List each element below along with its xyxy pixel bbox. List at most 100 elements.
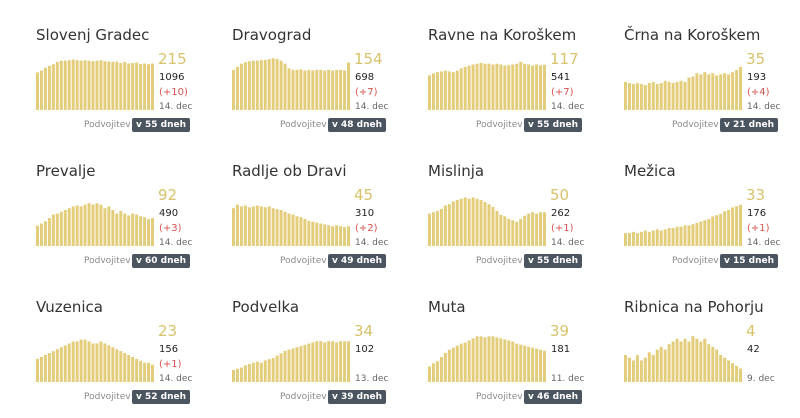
doubling-badge: v 52 dneh (132, 390, 191, 404)
sparkline-bar (39, 356, 43, 382)
last-update-date: 14. dec (159, 102, 193, 112)
sparkline-bar (323, 342, 327, 382)
sparkline-bar (643, 230, 647, 246)
municipality-card: Mežica 33 176 (+1) 14. dec Podvojitev v 15 dne… (624, 162, 799, 282)
sparkline-bar (115, 61, 119, 110)
last-update-date: 14. dec (355, 238, 389, 248)
sparkline-bar (131, 63, 135, 110)
daily-change-value: (+1) (551, 223, 574, 234)
municipality-card: Podvelka 34 102 13. dec Podvojitev v 39 dneh (232, 298, 407, 418)
active-cases-value: 117 (550, 50, 579, 68)
sparkline-bar (335, 225, 339, 246)
sparkline-bar (127, 215, 131, 246)
sparkline-bar (491, 336, 495, 382)
sparkline-bar (107, 345, 111, 382)
sparkline-bar (36, 225, 39, 246)
sparkline-bar (71, 341, 75, 382)
last-update-date: 13. dec (355, 374, 389, 384)
sparkline-bar (471, 64, 475, 110)
sparkline-bar (519, 219, 523, 246)
active-cases-value: 92 (158, 186, 178, 204)
daily-change-value: (+3) (159, 223, 182, 234)
sparkline-bar (631, 231, 635, 246)
last-update-date: 9. dec (747, 374, 775, 384)
sparkline-bar (459, 68, 463, 110)
sparkline-bar (451, 201, 455, 246)
sparkline-bar (287, 213, 291, 246)
sparkline-bar (459, 198, 463, 246)
sparkline-bar (499, 214, 503, 246)
doubling-badge: v 48 dneh (328, 118, 387, 132)
sparkline-bar (499, 338, 503, 382)
sparkline-bar (71, 206, 75, 246)
sparkline-bar (151, 218, 154, 246)
municipality-name: Vuzenica (36, 298, 103, 316)
sparkline-bar (327, 69, 331, 110)
sparkline-bar (275, 355, 279, 382)
sparkline-bar (95, 343, 99, 382)
sparkline-bar (299, 346, 303, 382)
active-cases-value: 39 (550, 322, 570, 340)
sparkline-bar (703, 72, 707, 110)
sparkline-bar (232, 208, 235, 246)
sparkline-bar (487, 63, 491, 110)
sparkline-bar (59, 347, 63, 382)
sparkline-bar (691, 336, 695, 382)
sparkline-bar (511, 64, 515, 110)
sparkline-bar (143, 63, 147, 110)
sparkline-bar (303, 344, 307, 382)
sparkline-bar (663, 349, 667, 382)
sparkline-bar (36, 358, 39, 382)
total-cases-value: 541 (551, 72, 571, 83)
sparkline-bar (347, 62, 350, 110)
last-update-date: 14. dec (159, 238, 193, 248)
sparkline-bar (463, 342, 467, 382)
sparkline-bar (624, 233, 627, 246)
sparkline-bar (507, 65, 511, 110)
total-cases-value: 102 (355, 344, 375, 355)
sparkline-bar (103, 343, 107, 382)
sparkline-bar (303, 70, 307, 110)
sparkline-bar (87, 60, 91, 110)
sparkline-bar (232, 69, 235, 110)
sparkline-bar (143, 217, 147, 246)
sparkline-bar-chart (36, 203, 154, 246)
sparkline-bar (443, 205, 447, 246)
active-cases-value: 45 (354, 186, 374, 204)
sparkline-bar (715, 215, 719, 246)
sparkline-bar (247, 207, 251, 246)
sparkline-bar (447, 349, 451, 382)
sparkline-bar (51, 64, 55, 110)
sparkline-bar-chart (428, 61, 546, 110)
sparkline-bar (659, 346, 663, 382)
sparkline-bar (115, 349, 119, 382)
sparkline-bar (279, 60, 283, 110)
sparkline-bar (467, 340, 471, 382)
last-update-date: 14. dec (355, 102, 389, 112)
municipality-name: Črna na Koroškem (624, 26, 761, 44)
sparkline-bar (483, 63, 487, 110)
sparkline-bar (263, 60, 267, 110)
sparkline-bar (319, 341, 323, 382)
sparkline-bar (439, 357, 443, 382)
sparkline-bar (699, 341, 703, 382)
sparkline-bar (343, 227, 347, 246)
sparkline-bar (487, 336, 491, 382)
sparkline-bar (711, 73, 715, 110)
sparkline-bar-chart (232, 58, 350, 110)
municipality-name: Ribnica na Pohorju (624, 298, 764, 316)
sparkline-bar (55, 213, 59, 246)
municipality-card: Mislinja 50 262 (+1) 14. dec Podvojitev v 55 d… (428, 162, 603, 282)
sparkline-bar (75, 341, 79, 382)
active-cases-value: 154 (354, 50, 383, 68)
sparkline-bar (319, 223, 323, 246)
sparkline-bar-chart (624, 66, 742, 110)
sparkline-bar (491, 206, 495, 246)
doubling-badge: v 49 dneh (328, 254, 387, 268)
sparkline-bar (47, 218, 51, 246)
sparkline-bar (135, 214, 139, 246)
sparkline-bar (507, 340, 511, 382)
sparkline-bar (47, 353, 51, 382)
sparkline-bar (319, 69, 323, 110)
sparkline-bar (543, 64, 546, 110)
